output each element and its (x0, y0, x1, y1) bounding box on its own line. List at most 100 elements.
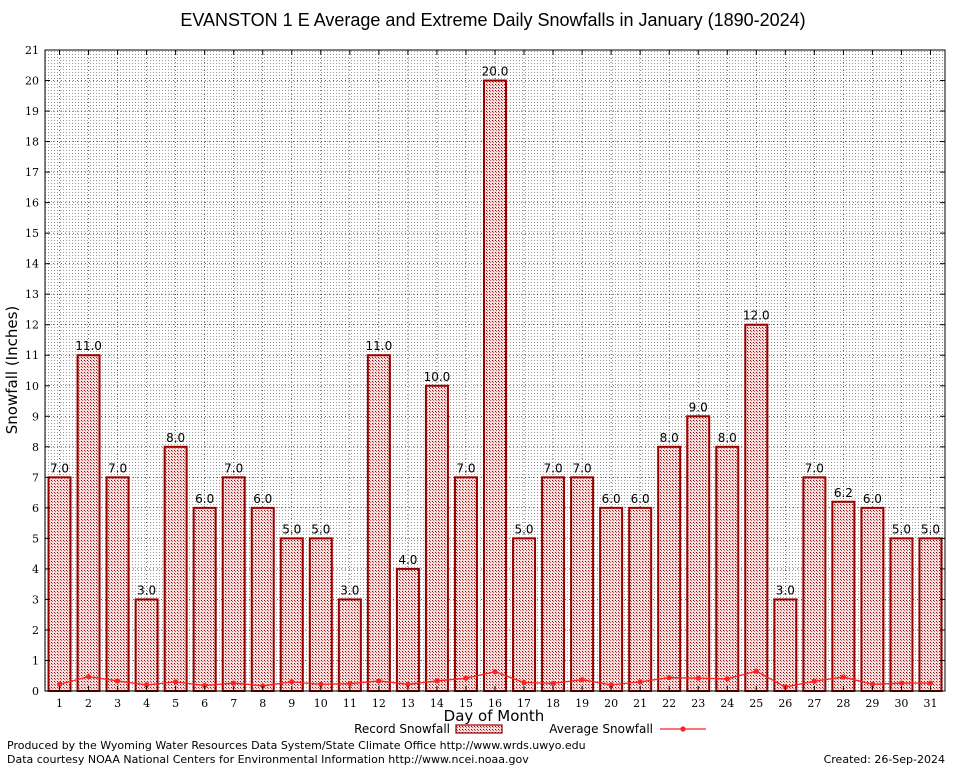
x-tick-label: 23 (691, 697, 705, 710)
y-tick-label: 16 (25, 197, 39, 210)
average-point-day-21 (637, 679, 643, 685)
x-tick-label: 27 (807, 697, 821, 710)
y-tick-label: 18 (25, 136, 39, 149)
bar-value-label: 5.0 (514, 522, 533, 536)
x-tick-label: 1 (56, 697, 63, 710)
average-point-day-3 (114, 678, 121, 684)
bar-value-label: 8.0 (718, 431, 737, 445)
y-tick-label: 10 (25, 380, 39, 393)
average-point-day-25 (753, 668, 759, 674)
record-bar-day-22 (657, 445, 682, 692)
bar-value-label: 6.0 (863, 492, 882, 506)
bar-value-label: 6.0 (631, 492, 650, 506)
x-tick-label: 5 (172, 697, 179, 710)
record-bar-day-18 (541, 476, 566, 693)
average-point-day-11 (347, 681, 353, 687)
y-tick-label: 15 (25, 227, 39, 240)
bar-value-label: 7.0 (224, 461, 243, 475)
average-point-day-5 (173, 679, 179, 685)
x-tick-label: 9 (288, 697, 295, 710)
average-point-day-6 (202, 682, 208, 689)
record-bar-day-4 (134, 598, 159, 693)
x-tick-label: 18 (546, 697, 560, 710)
record-bar-day-13 (395, 567, 420, 693)
average-point-day-24 (724, 676, 730, 682)
y-tick-label: 8 (32, 441, 39, 454)
bar-value-label: 4.0 (398, 553, 417, 567)
x-tick-label: 26 (778, 697, 792, 710)
record-bar-day-12 (366, 354, 391, 692)
bar-value-label: 7.0 (805, 461, 824, 475)
average-point-day-19 (579, 677, 585, 683)
x-tick-label: 11 (343, 697, 357, 710)
legend-record-swatch (455, 724, 503, 734)
y-tick-label: 17 (25, 166, 39, 179)
x-tick-label: 24 (720, 697, 734, 710)
record-bar-day-14 (424, 384, 449, 692)
x-tick-label: 22 (662, 697, 676, 710)
bar-value-label: 5.0 (921, 522, 940, 536)
footer-data-source: Data courtesy NOAA National Centers for … (7, 753, 529, 766)
x-axis-title: Day of Month (444, 707, 545, 725)
bar-value-label: 8.0 (660, 431, 679, 445)
record-bar-day-5 (163, 445, 188, 692)
chart-title: EVANSTON 1 E Average and Extreme Daily S… (180, 10, 805, 30)
record-bar-day-1 (47, 476, 72, 693)
x-axis-ticks: 1 2 3 4 5 6 7 8 9 10 11 12 13 14 15 16 17 18 19 20 21 22 23 24 2… (56, 50, 937, 710)
y-tick-label: 9 (32, 410, 39, 423)
record-bar-day-26 (773, 598, 798, 693)
average-point-day-31 (927, 680, 934, 686)
bar-labels: 7.0 11.0 7.0 3.0 8.0 6.0 7.0 6.0 5.0 5.0 3.0 11.0 4.… (50, 65, 940, 598)
y-tick-label: 0 (32, 685, 39, 698)
bar-value-label: 12.0 (743, 309, 770, 323)
x-tick-label: 14 (430, 697, 444, 710)
x-tick-label: 28 (836, 697, 850, 710)
footer-producer: Produced by the Wyoming Water Resources … (7, 739, 586, 752)
bar-value-label: 7.0 (50, 461, 69, 475)
y-tick-label: 7 (32, 471, 39, 484)
bar-value-label: 6.0 (195, 492, 214, 506)
footer-created-date: Created: 26-Sep-2024 (824, 753, 945, 766)
y-tick-label: 12 (25, 319, 39, 332)
average-point-day-27 (811, 678, 817, 684)
record-bar-day-9 (279, 537, 304, 693)
average-point-day-29 (869, 681, 876, 687)
bar-value-label: 7.0 (544, 461, 563, 475)
x-tick-label: 25 (749, 697, 763, 710)
record-bar-day-15 (453, 476, 478, 693)
record-bar-day-10 (308, 537, 333, 693)
y-tick-label: 20 (25, 75, 39, 88)
record-bar-day-8 (250, 506, 275, 692)
x-tick-label: 2 (85, 697, 92, 710)
y-tick-label: 2 (32, 624, 39, 637)
record-bar-day-30 (889, 537, 914, 693)
x-tick-label: 15 (459, 697, 473, 710)
record-bar-day-2 (76, 354, 101, 692)
bar-value-label: 5.0 (311, 522, 330, 536)
average-point-day-1 (56, 681, 63, 687)
record-bar-day-24 (715, 445, 740, 692)
record-bar-day-6 (192, 506, 217, 692)
x-tick-label: 3 (114, 697, 121, 710)
average-point-day-12 (376, 678, 382, 684)
x-tick-label: 17 (517, 697, 531, 710)
bar-value-label: 8.0 (166, 431, 185, 445)
x-tick-label: 13 (401, 697, 415, 710)
bar-value-label: 9.0 (689, 400, 708, 414)
average-point-day-2 (85, 674, 92, 680)
record-bar-day-19 (570, 476, 595, 693)
record-bar-day-27 (802, 476, 827, 693)
x-tick-label: 4 (143, 697, 150, 710)
record-bar-day-29 (860, 506, 885, 692)
y-tick-label: 11 (25, 349, 39, 362)
average-point-day-18 (550, 680, 556, 686)
y-tick-label: 4 (32, 563, 39, 576)
average-point-day-17 (521, 679, 527, 686)
x-tick-label: 16 (488, 697, 502, 710)
bar-value-label: 7.0 (573, 461, 592, 475)
average-point-day-28 (840, 674, 846, 680)
bar-value-label: 11.0 (366, 339, 393, 353)
bar-value-label: 6.0 (602, 492, 621, 506)
bar-value-label: 6.0 (253, 492, 272, 506)
x-tick-label: 12 (372, 697, 386, 710)
